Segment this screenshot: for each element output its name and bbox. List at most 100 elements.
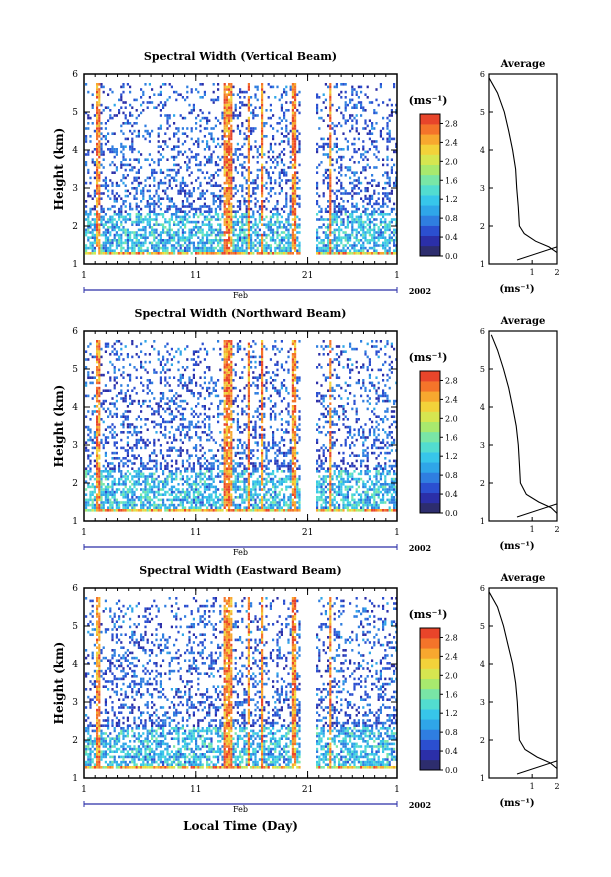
heatmap-cell bbox=[377, 103, 380, 107]
heatmap-cell bbox=[353, 210, 356, 213]
heatmap-cell bbox=[192, 509, 195, 512]
heatmap-cell bbox=[203, 155, 206, 159]
heatmap-cell bbox=[232, 85, 235, 89]
heatmap-cell bbox=[124, 122, 127, 125]
heatmap-cell bbox=[107, 488, 110, 491]
heatmap-cell bbox=[109, 241, 112, 245]
heatmap-cell bbox=[184, 407, 187, 411]
heatmap-cell bbox=[159, 171, 162, 174]
heatmap-cell bbox=[113, 483, 116, 486]
heatmap-cell bbox=[388, 228, 391, 232]
heatmap-cell bbox=[267, 176, 270, 180]
heatmap-cell bbox=[107, 509, 110, 512]
heatmap-cell bbox=[228, 184, 231, 187]
heatmap-cell bbox=[294, 192, 297, 195]
heatmap-cell bbox=[197, 228, 200, 232]
heatmap-cell bbox=[104, 220, 107, 224]
heatmap-cell bbox=[223, 101, 226, 104]
heatmap-cell bbox=[168, 124, 171, 128]
average-profile-line bbox=[488, 77, 558, 254]
heatmap-cell bbox=[349, 168, 352, 172]
heatmap-cell bbox=[111, 462, 114, 465]
heatmap-cell bbox=[135, 109, 138, 112]
heatmap-cell bbox=[159, 449, 162, 452]
heatmap-cell bbox=[256, 150, 259, 154]
heatmap-cell bbox=[184, 231, 187, 234]
heatmap-cell bbox=[115, 181, 118, 185]
heatmap-cell bbox=[113, 441, 116, 444]
heatmap-cell bbox=[140, 381, 143, 385]
heatmap-cell bbox=[254, 145, 257, 148]
heatmap-cell bbox=[100, 103, 103, 107]
heatmap-cell bbox=[263, 200, 266, 203]
heatmap-cell bbox=[234, 223, 237, 226]
heatmap-cell bbox=[140, 363, 143, 366]
heatmap-cell bbox=[173, 220, 176, 224]
heatmap-cell bbox=[104, 342, 107, 346]
colorbar: 0.00.40.81.21.62.02.42.8 bbox=[419, 113, 458, 261]
heatmap-cell bbox=[287, 142, 290, 146]
heatmap-cell bbox=[329, 233, 332, 237]
heatmap-cell bbox=[190, 420, 193, 424]
heatmap-cell bbox=[89, 220, 92, 224]
heatmap-cell bbox=[276, 215, 279, 219]
heatmap-cell bbox=[261, 148, 264, 151]
heatmap-cell bbox=[234, 150, 237, 154]
heatmap-cell bbox=[346, 239, 349, 242]
heatmap-cell bbox=[386, 122, 389, 125]
heatmap-cell bbox=[208, 218, 211, 221]
heatmap-cell bbox=[351, 106, 354, 109]
heatmap-cell bbox=[186, 200, 189, 203]
heatmap-cell bbox=[274, 231, 277, 234]
heatmap-cell bbox=[296, 223, 299, 226]
heatmap-cell bbox=[98, 425, 101, 429]
heatmap-cell bbox=[91, 231, 94, 234]
heatmap-cell bbox=[159, 451, 162, 455]
heatmap-cell bbox=[245, 223, 248, 226]
heatmap-cell bbox=[219, 233, 222, 237]
heatmap-cell bbox=[113, 501, 116, 504]
heatmap-cell bbox=[186, 480, 189, 483]
heatmap-cell bbox=[294, 176, 297, 180]
heatmap-cell bbox=[243, 103, 246, 107]
heatmap-cell bbox=[329, 83, 332, 86]
heatmap-cell bbox=[109, 226, 112, 229]
heatmap-cell bbox=[186, 184, 189, 187]
heatmap-cell bbox=[280, 239, 283, 242]
heatmap-cell bbox=[373, 239, 376, 242]
heatmap-cell bbox=[98, 420, 101, 424]
heatmap-cell bbox=[188, 228, 191, 232]
heatmap-cell bbox=[87, 192, 90, 195]
heatmap-cell bbox=[192, 226, 195, 229]
heatmap-cell bbox=[126, 355, 129, 359]
heatmap-cell bbox=[126, 436, 129, 439]
heatmap-cell bbox=[135, 418, 138, 421]
heatmap-cell bbox=[181, 503, 184, 507]
heatmap-cell bbox=[291, 127, 294, 130]
heatmap-cell bbox=[291, 114, 294, 117]
heatmap-cell bbox=[316, 109, 319, 112]
heatmap-cell bbox=[276, 202, 279, 206]
heatmap-cell bbox=[188, 111, 191, 115]
heatmap-cell bbox=[291, 197, 294, 200]
heatmap-cell bbox=[280, 132, 283, 135]
heatmap-cell bbox=[234, 109, 237, 112]
heatmap-cell bbox=[228, 205, 231, 208]
heatmap-cell bbox=[188, 490, 191, 494]
heatmap-cell bbox=[230, 93, 233, 96]
heatmap-cell bbox=[393, 239, 396, 242]
heatmap-cell bbox=[111, 415, 114, 418]
heatmap-cell bbox=[368, 137, 371, 141]
heatmap-cell bbox=[388, 197, 391, 200]
heatmap-cell bbox=[245, 239, 248, 242]
heatmap-cell bbox=[177, 220, 180, 224]
heatmap-cell bbox=[291, 103, 294, 107]
heatmap-cell bbox=[148, 405, 151, 408]
heatmap-cell bbox=[157, 150, 160, 154]
heatmap-cell bbox=[168, 168, 171, 172]
heatmap-cell bbox=[135, 116, 138, 120]
heatmap-cell bbox=[96, 347, 99, 351]
heatmap-cell bbox=[318, 116, 321, 120]
heatmap-cell bbox=[111, 397, 114, 400]
heatmap-cell bbox=[173, 132, 176, 135]
